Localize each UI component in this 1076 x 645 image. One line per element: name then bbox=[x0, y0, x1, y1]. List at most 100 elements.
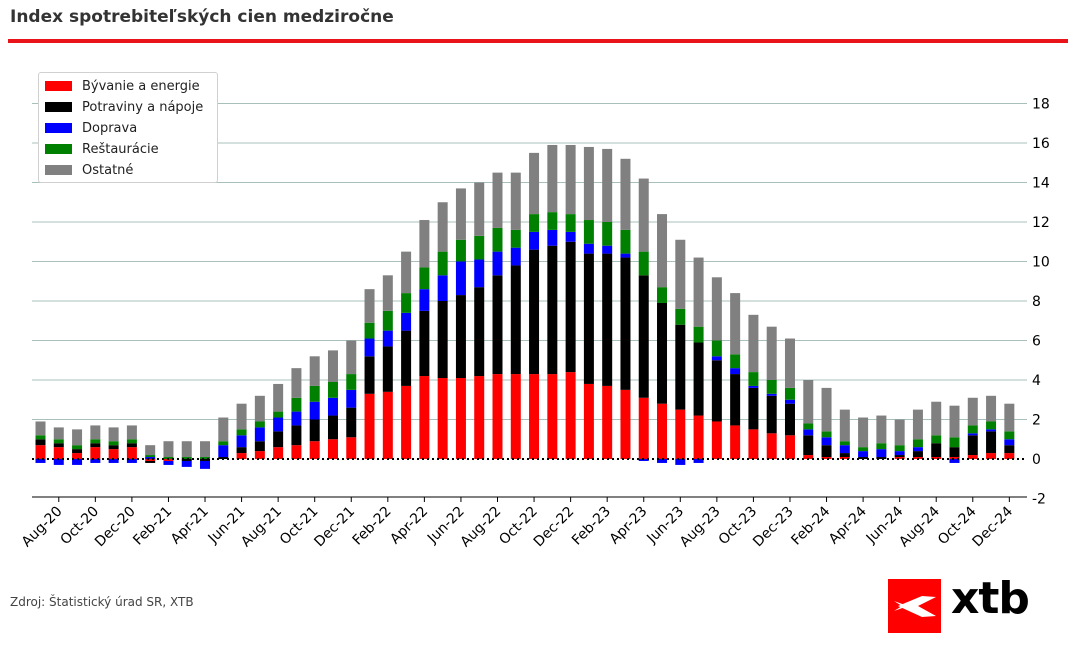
bar-segment bbox=[602, 386, 612, 459]
bar-segment bbox=[438, 275, 448, 301]
bar-segment bbox=[127, 443, 137, 447]
x-tick-label: Dec-20 bbox=[92, 504, 139, 551]
bar-segment bbox=[1004, 439, 1014, 445]
legend-item-housing: Bývanie a energie bbox=[45, 77, 200, 95]
bar-segment bbox=[474, 376, 484, 459]
bar-segment bbox=[748, 372, 758, 386]
x-tick-label: Aug-24 bbox=[896, 503, 943, 550]
bar-segment bbox=[145, 461, 155, 463]
bar-segment bbox=[273, 418, 283, 432]
bar-segment bbox=[639, 275, 649, 397]
bar-segment bbox=[767, 327, 777, 380]
bar-segment bbox=[767, 433, 777, 459]
legend-label: Bývanie a energie bbox=[82, 79, 200, 94]
bar-segment bbox=[255, 441, 265, 451]
bar-segment bbox=[365, 323, 375, 339]
bar-segment bbox=[566, 232, 576, 242]
bar-segment bbox=[675, 240, 685, 309]
legend-label: Doprava bbox=[82, 121, 137, 136]
bar-segment bbox=[730, 425, 740, 459]
bar-segment bbox=[493, 374, 503, 459]
bar-segment bbox=[109, 427, 119, 441]
x-tick-label: Dec-22 bbox=[531, 504, 578, 551]
y-tick-label: 10 bbox=[1032, 255, 1050, 271]
bar-segment bbox=[438, 378, 448, 459]
legend-item-other: Ostatné bbox=[45, 161, 133, 179]
bar-segment bbox=[310, 386, 320, 402]
bar-segment bbox=[730, 354, 740, 368]
bar-segment bbox=[529, 250, 539, 374]
bar-segment bbox=[986, 429, 996, 431]
bar-segment bbox=[547, 145, 557, 212]
bar-segment bbox=[675, 325, 685, 410]
bar-segment bbox=[529, 214, 539, 232]
bar-segment bbox=[712, 277, 722, 340]
bar-segment bbox=[456, 295, 466, 378]
bar-segment bbox=[401, 252, 411, 293]
bar-segment bbox=[785, 400, 795, 404]
bar-segment bbox=[365, 356, 375, 394]
bar-segment bbox=[858, 418, 868, 448]
bar-segment bbox=[493, 228, 503, 252]
x-tick-label: Dec-21 bbox=[311, 504, 358, 551]
bar-segment bbox=[840, 441, 850, 445]
y-tick-label: 14 bbox=[1032, 176, 1050, 192]
bar-segment bbox=[803, 429, 813, 435]
bar-segment bbox=[895, 445, 905, 451]
bar-segment bbox=[474, 287, 484, 376]
bar-segment bbox=[968, 425, 978, 433]
bar-segment bbox=[456, 240, 466, 262]
bar-segment bbox=[748, 315, 758, 372]
bar-segment bbox=[255, 396, 265, 422]
bar-segment bbox=[657, 214, 667, 287]
bar-segment bbox=[511, 248, 521, 266]
bar-segment bbox=[365, 289, 375, 323]
x-tick-label: Apr-23 bbox=[607, 504, 651, 548]
bar-segment bbox=[72, 445, 82, 449]
bar-segment bbox=[255, 421, 265, 427]
bar-segment bbox=[547, 212, 557, 230]
bar-segment bbox=[474, 236, 484, 260]
bar-segment bbox=[584, 254, 594, 384]
bar-segment bbox=[291, 425, 301, 445]
bar-segment bbox=[127, 447, 137, 459]
bar-segment bbox=[767, 380, 777, 394]
legend-item-transport: Doprava bbox=[45, 119, 137, 137]
bar-segment bbox=[657, 287, 667, 303]
bar-segment bbox=[675, 309, 685, 325]
x-tick-label: Feb-21 bbox=[130, 504, 175, 549]
bar-segment bbox=[419, 267, 429, 289]
bar-segment bbox=[438, 202, 448, 251]
bar-segment bbox=[383, 275, 393, 311]
bar-segment bbox=[785, 388, 795, 400]
bar-segment bbox=[712, 360, 722, 421]
bar-segment bbox=[968, 398, 978, 426]
bar-segment bbox=[767, 394, 777, 396]
bar-segment bbox=[694, 342, 704, 415]
bar-segment bbox=[346, 341, 356, 375]
legend-item-food: Potraviny a nápoje bbox=[45, 98, 203, 116]
bar-segment bbox=[54, 439, 64, 443]
x-tick-label: Apr-21 bbox=[168, 504, 212, 548]
bar-segment bbox=[858, 447, 868, 451]
bar-segment bbox=[328, 416, 338, 440]
bar-segment bbox=[876, 449, 886, 457]
bar-segment bbox=[237, 435, 247, 447]
bar-segment bbox=[620, 390, 630, 459]
bar-segment bbox=[90, 443, 100, 447]
bar-segment bbox=[785, 339, 795, 388]
legend-item-restaurants: Reštaurácie bbox=[45, 140, 159, 158]
bar-segment bbox=[328, 350, 338, 382]
y-tick-label: 12 bbox=[1032, 215, 1050, 231]
bar-segment bbox=[858, 451, 868, 457]
bar-segment bbox=[913, 451, 923, 457]
legend-label: Potraviny a nápoje bbox=[82, 100, 203, 115]
y-tick-label: -2 bbox=[1032, 492, 1046, 508]
bar-segment bbox=[584, 147, 594, 220]
x-tick-label: Feb-22 bbox=[350, 504, 395, 549]
bar-segment bbox=[602, 222, 612, 246]
bar-segment bbox=[950, 437, 960, 447]
bar-segment bbox=[310, 441, 320, 459]
x-tick-label: Feb-24 bbox=[788, 503, 833, 548]
bar-segment bbox=[273, 431, 283, 447]
